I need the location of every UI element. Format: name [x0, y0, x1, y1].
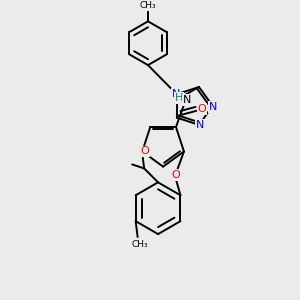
- Text: H: H: [175, 93, 183, 103]
- Text: N: N: [208, 102, 217, 112]
- Text: N: N: [172, 89, 180, 99]
- Text: O: O: [172, 170, 180, 180]
- Text: N: N: [183, 95, 191, 105]
- Text: O: O: [198, 104, 206, 114]
- Text: CH₃: CH₃: [140, 1, 156, 10]
- Text: CH₃: CH₃: [131, 239, 148, 248]
- Text: O: O: [140, 146, 149, 157]
- Text: N: N: [196, 120, 204, 130]
